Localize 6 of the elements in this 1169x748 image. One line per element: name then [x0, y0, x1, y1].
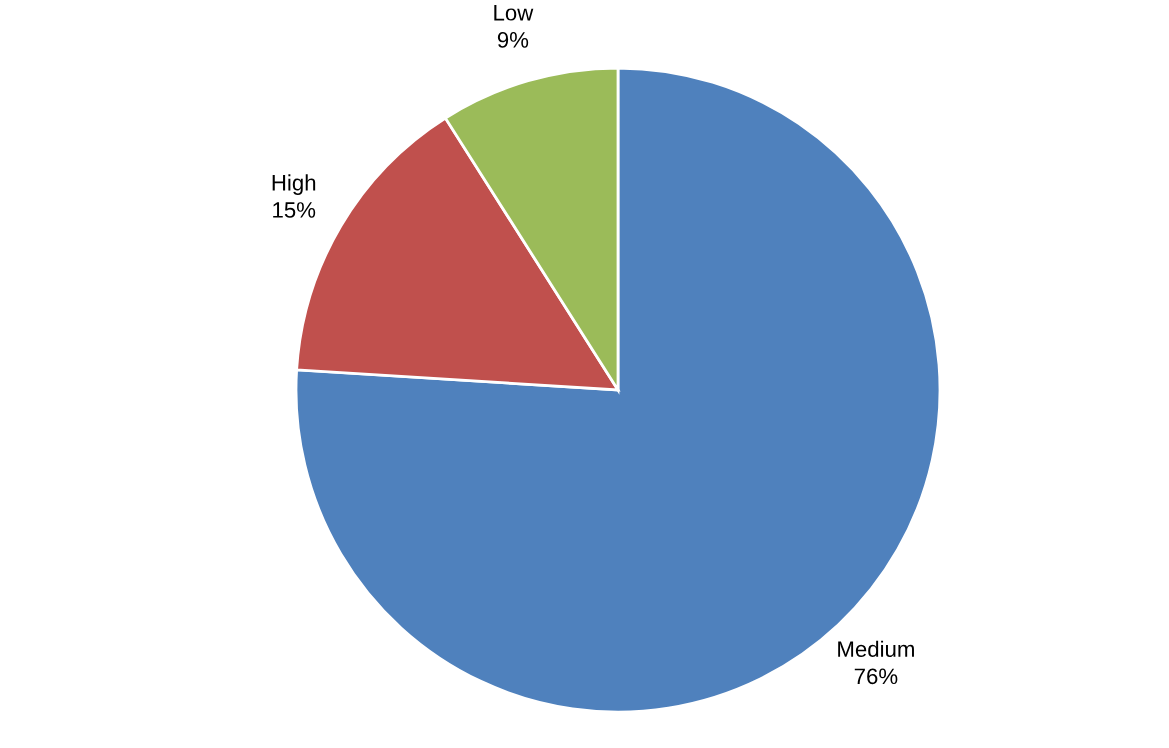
data-label: 15% — [273, 202, 316, 218]
data-label: 76% — [854, 668, 898, 685]
data-label: 9% — [497, 32, 529, 48]
slice-label: Medium — [838, 640, 914, 658]
slice-label: Low — [494, 5, 534, 21]
slice-label: High — [272, 174, 316, 195]
